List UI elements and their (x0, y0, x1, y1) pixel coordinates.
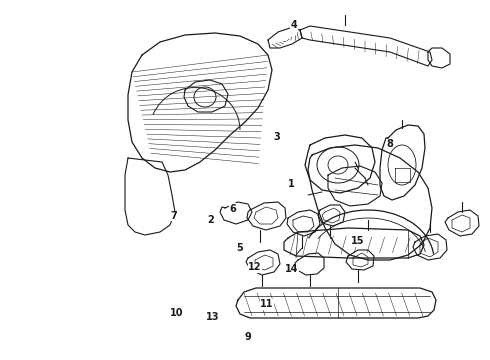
Text: 7: 7 (171, 211, 177, 221)
Text: 1: 1 (288, 179, 295, 189)
Text: 11: 11 (260, 299, 274, 309)
Text: 2: 2 (207, 215, 214, 225)
Text: 9: 9 (244, 332, 251, 342)
Text: 13: 13 (206, 312, 220, 322)
Text: 15: 15 (351, 236, 365, 246)
Text: 5: 5 (237, 243, 244, 253)
Text: 6: 6 (229, 204, 236, 214)
Text: 12: 12 (248, 262, 262, 272)
Text: 4: 4 (291, 20, 297, 30)
Text: 8: 8 (386, 139, 393, 149)
Text: 14: 14 (285, 264, 298, 274)
Text: 10: 10 (170, 308, 183, 318)
Text: 3: 3 (273, 132, 280, 142)
